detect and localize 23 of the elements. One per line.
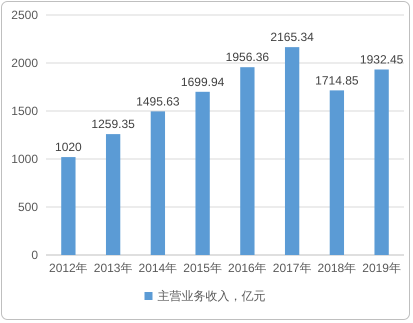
xtick: 2016年 bbox=[228, 261, 267, 275]
data-label: 1932.45 bbox=[360, 52, 404, 66]
data-label: 1020 bbox=[55, 140, 82, 154]
data-label: 1714.85 bbox=[315, 73, 359, 88]
ytick: 500 bbox=[18, 200, 38, 214]
xtick: 2019年 bbox=[362, 261, 401, 275]
xtick: 2018年 bbox=[318, 261, 356, 275]
xtick: 2017年 bbox=[272, 261, 312, 275]
data-label: 2165.34 bbox=[270, 30, 314, 44]
xtick: 2013年 bbox=[94, 261, 132, 275]
data-label: 1495.63 bbox=[136, 94, 180, 108]
xtick: 2015年 bbox=[183, 261, 222, 275]
ytick: 0 bbox=[31, 248, 38, 262]
data-label: 1259.35 bbox=[91, 117, 135, 132]
xtick: 2014年 bbox=[138, 261, 178, 275]
data-label: 1699.94 bbox=[180, 74, 224, 89]
xtick: 2012年 bbox=[49, 261, 88, 275]
ytick: 1000 bbox=[11, 152, 38, 166]
legend: 主营业务收入，亿元 bbox=[158, 289, 266, 303]
ytick: 2000 bbox=[11, 56, 38, 70]
ytick: 1500 bbox=[11, 104, 38, 118]
ytick: 2500 bbox=[11, 8, 38, 22]
data-label: 1956.36 bbox=[226, 50, 270, 64]
